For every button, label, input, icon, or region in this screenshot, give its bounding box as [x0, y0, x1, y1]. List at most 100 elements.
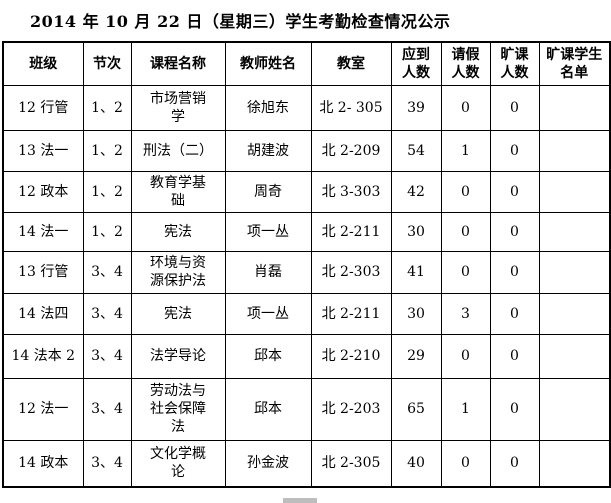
cell-absent: 0 [489, 377, 540, 441]
cell-teacher: 孙金波 [224, 439, 312, 488]
header-class: 班级 [2, 41, 84, 86]
cell-teacher: 徐旭东 [224, 84, 312, 131]
cell-room: 北 2-211 [310, 292, 392, 335]
cell-absent: 0 [489, 170, 540, 213]
cell-expected: 54 [390, 129, 442, 172]
header-teacher: 教师姓名 [224, 41, 312, 86]
header-absent: 旷课 人数 [489, 41, 540, 86]
cell-room: 北 2-209 [310, 129, 392, 172]
cell-course: 宪法 [130, 292, 226, 335]
cell-expected: 30 [390, 211, 442, 252]
cell-period: 3、4 [82, 292, 132, 335]
header-roster: 旷课学生 名单 [538, 41, 611, 86]
header-room: 教室 [310, 41, 392, 86]
cell-class: 14 法本 2 [2, 333, 84, 379]
cell-roster [538, 292, 611, 335]
cell-absent: 0 [489, 250, 540, 294]
table-row: 13 行管 3、4 环境与资 源保护法 肖磊 北 2-303 41 0 0 [2, 250, 611, 294]
attendance-table: 班级 节次 课程名称 教师姓名 教室 应到 人数 请假 人数 旷课 人数 旷课学… [2, 41, 611, 488]
cell-leave: 1 [440, 129, 491, 172]
cell-teacher: 周奇 [224, 170, 312, 213]
cell-roster [538, 250, 611, 294]
cell-expected: 39 [390, 84, 442, 131]
header-period: 节次 [82, 41, 132, 86]
cell-teacher: 项一丛 [224, 211, 312, 252]
cell-period: 3、4 [82, 439, 132, 488]
cell-absent: 0 [489, 84, 540, 131]
table-row: 12 行管 1、2 市场营销 学 徐旭东 北 2- 305 39 0 0 [2, 84, 611, 131]
cell-expected: 30 [390, 292, 442, 335]
table-row: 14 法一 1、2 宪法 项一丛 北 2-211 30 0 0 [2, 211, 611, 252]
cell-course: 环境与资 源保护法 [130, 250, 226, 294]
cell-expected: 65 [390, 377, 442, 441]
cell-course: 文化学概 论 [130, 439, 226, 488]
cell-period: 3、4 [82, 333, 132, 379]
table-row: 14 政本 3、4 文化学概 论 孙金波 北 2-305 40 0 0 [2, 439, 611, 488]
table-row: 12 法一 3、4 劳动法与 社会保障 法 邱本 北 2-203 65 1 0 [2, 377, 611, 441]
cell-leave: 1 [440, 377, 491, 441]
cell-course: 法学导论 [130, 333, 226, 379]
cell-period: 1、2 [82, 129, 132, 172]
cell-class: 12 法一 [2, 377, 84, 441]
cell-leave: 0 [440, 211, 491, 252]
page-title: 2014 年 10 月 22 日（星期三）学生考勤检查情况公示 [30, 12, 451, 31]
cell-roster [538, 84, 611, 131]
cell-absent: 0 [489, 292, 540, 335]
cell-expected: 29 [390, 333, 442, 379]
header-leave: 请假 人数 [440, 41, 491, 86]
table-row: 14 法本 2 3、4 法学导论 邱本 北 2-210 29 0 0 [2, 333, 611, 379]
cell-period: 1、2 [82, 211, 132, 252]
table-header: 班级 节次 课程名称 教师姓名 教室 应到 人数 请假 人数 旷课 人数 旷课学… [2, 41, 611, 86]
cell-teacher: 胡建波 [224, 129, 312, 172]
cell-room: 北 2-211 [310, 211, 392, 252]
cell-roster [538, 439, 611, 488]
cell-course: 刑法（二） [130, 129, 226, 172]
cell-teacher: 项一丛 [224, 292, 312, 335]
cell-class: 13 法一 [2, 129, 84, 172]
cell-class: 14 法四 [2, 292, 84, 335]
cell-period: 1、2 [82, 84, 132, 131]
cell-class: 13 行管 [2, 250, 84, 294]
table-row: 12 政本 1、2 教育学基 础 周奇 北 3-303 42 0 0 [2, 170, 611, 213]
cell-course: 市场营销 学 [130, 84, 226, 131]
cell-room: 北 3-303 [310, 170, 392, 213]
cell-absent: 0 [489, 333, 540, 379]
cell-class: 12 行管 [2, 84, 84, 131]
cell-roster [538, 129, 611, 172]
cell-teacher: 邱本 [224, 333, 312, 379]
cell-expected: 42 [390, 170, 442, 213]
cell-roster [538, 170, 611, 213]
cell-room: 北 2-210 [310, 333, 392, 379]
cell-course: 劳动法与 社会保障 法 [130, 377, 226, 441]
cell-leave: 0 [440, 333, 491, 379]
table-row: 14 法四 3、4 宪法 项一丛 北 2-211 30 3 0 [2, 292, 611, 335]
cell-class: 14 法一 [2, 211, 84, 252]
cell-room: 北 2-303 [310, 250, 392, 294]
cell-class: 14 政本 [2, 439, 84, 488]
cell-course: 教育学基 础 [130, 170, 226, 213]
cell-teacher: 肖磊 [224, 250, 312, 294]
cell-leave: 0 [440, 84, 491, 131]
cell-leave: 3 [440, 292, 491, 335]
cell-absent: 0 [489, 129, 540, 172]
cell-teacher: 邱本 [224, 377, 312, 441]
cell-roster [538, 377, 611, 441]
cell-leave: 0 [440, 439, 491, 488]
cell-class: 12 政本 [2, 170, 84, 213]
cell-expected: 40 [390, 439, 442, 488]
cell-room: 北 2- 305 [310, 84, 392, 131]
horizontal-scrollbar-thumb[interactable] [283, 498, 317, 503]
cell-course: 宪法 [130, 211, 226, 252]
cell-absent: 0 [489, 439, 540, 488]
cell-room: 北 2-305 [310, 439, 392, 488]
cell-roster [538, 211, 611, 252]
header-row: 班级 节次 课程名称 教师姓名 教室 应到 人数 请假 人数 旷课 人数 旷课学… [2, 41, 611, 86]
cell-expected: 41 [390, 250, 442, 294]
cell-absent: 0 [489, 211, 540, 252]
cell-period: 3、4 [82, 250, 132, 294]
table-body: 12 行管 1、2 市场营销 学 徐旭东 北 2- 305 39 0 0 13 … [2, 84, 611, 488]
header-expected: 应到 人数 [390, 41, 442, 86]
table-row: 13 法一 1、2 刑法（二） 胡建波 北 2-209 54 1 0 [2, 129, 611, 172]
header-course: 课程名称 [130, 41, 226, 86]
